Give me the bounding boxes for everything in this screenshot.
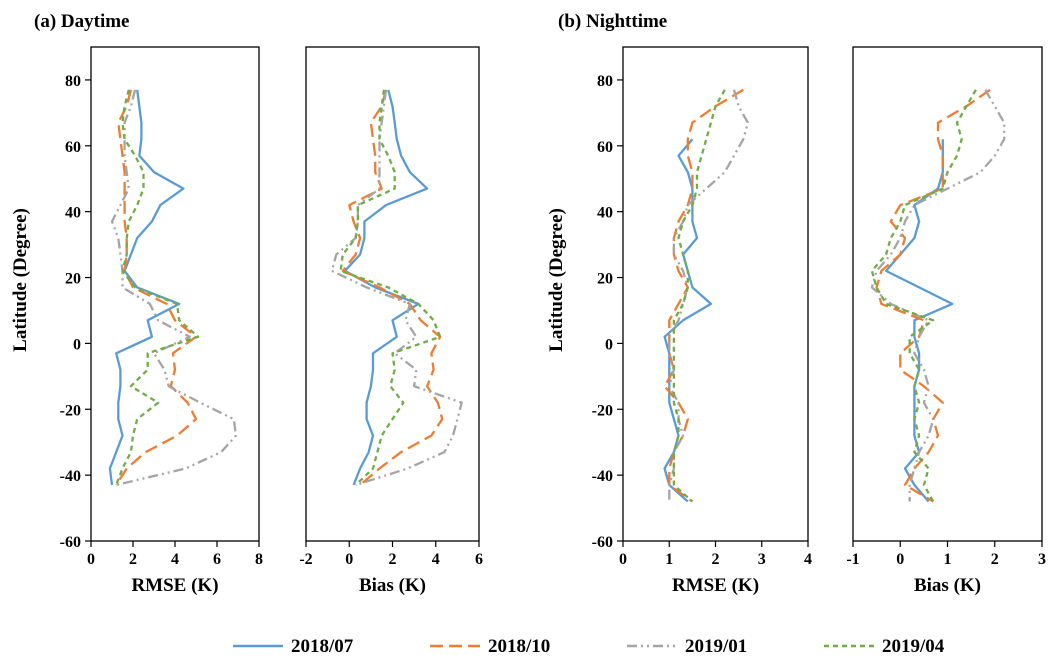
legend-label: 2018/10: [488, 636, 550, 657]
plot-frame: [90, 46, 260, 542]
series-line-2018-10: [341, 89, 444, 486]
y-tick-label: -40: [60, 468, 81, 485]
series-line-2019-01: [330, 89, 463, 487]
legend-item: 2018/07: [233, 636, 354, 657]
series-line-2018-07: [108, 89, 185, 486]
x-tick-label: -1: [846, 551, 859, 568]
legend-label: 2019/04: [882, 636, 945, 657]
y-tick-label: 80: [597, 73, 613, 90]
x-tick-label: 1: [944, 551, 952, 568]
y-tick-label: -60: [592, 534, 613, 551]
x-axis-title: RMSE (K): [672, 575, 759, 596]
x-tick-label: 2: [389, 551, 397, 568]
x-tick-label: 2: [712, 551, 720, 568]
x-tick-label: 6: [475, 551, 483, 568]
x-tick-label: 0: [87, 551, 95, 568]
y-axis-title-b: Latitude (Degree): [546, 208, 567, 352]
plot-frame: [852, 46, 1043, 542]
x-axis-title: RMSE (K): [131, 575, 218, 596]
series-line-2018-07: [343, 89, 429, 486]
x-axis-title: Bias (K): [359, 575, 426, 596]
subplot-2: -2 0 2 4 6 Bias (K): [299, 46, 483, 596]
panel-title-a: (a) Daytime: [34, 11, 130, 32]
subplot-1: 0 2 4 6 8 -60 -40 -20 0 20 40 60 80 RMSE (K): [60, 46, 263, 596]
series-line-2019-04: [339, 89, 442, 486]
x-tick-label: 0: [619, 551, 627, 568]
y-tick-label: 0: [605, 336, 613, 353]
subplot-4: -1 0 1 2 3 Bias (K): [846, 46, 1046, 596]
subplot-3: 0 1 2 3 4 -60 -40 -20 0 20 40 60 80 RMSE (K): [592, 46, 812, 596]
series-line-2018-07: [884, 139, 954, 503]
x-tick-label: 1: [665, 551, 673, 568]
y-tick-label: 60: [597, 139, 613, 156]
legend-item: 2019/01: [627, 636, 747, 657]
legend-item: 2019/04: [824, 636, 945, 657]
series-line-2018-10: [875, 88, 991, 503]
x-tick-label: 3: [758, 551, 766, 568]
y-tick-label: 60: [65, 139, 81, 156]
x-tick-label: 4: [432, 551, 440, 568]
y-tick-label: -20: [60, 402, 81, 419]
x-tick-label: 0: [345, 551, 353, 568]
x-tick-label: -2: [299, 551, 312, 568]
series-line-2019-01: [870, 89, 1006, 502]
x-tick-label: 2: [129, 551, 137, 568]
y-tick-label: -60: [60, 534, 81, 551]
legend-item: 2018/10: [430, 636, 550, 657]
x-tick-label: 0: [896, 551, 904, 568]
x-tick-label: 2: [991, 551, 999, 568]
x-tick-label: 4: [171, 551, 179, 568]
x-tick-label: 3: [1038, 551, 1046, 568]
x-tick-label: 8: [255, 551, 263, 568]
y-tick-label: 20: [597, 271, 613, 288]
y-tick-label: 40: [597, 205, 613, 222]
series-line-2019-04: [115, 89, 200, 486]
x-axis-title: Bias (K): [914, 575, 981, 596]
series-line-2018-10: [663, 88, 744, 503]
panel-title-b: (b) Nighttime: [558, 11, 667, 32]
y-tick-label: -20: [592, 402, 613, 419]
plot-frame: [622, 46, 809, 542]
x-tick-label: 4: [804, 551, 812, 568]
series-line-2019-04: [672, 89, 726, 503]
series-line-2019-04: [870, 89, 977, 503]
series-line-2018-07: [663, 138, 713, 503]
y-tick-label: 40: [65, 205, 81, 222]
legend: 2018/07 2018/10 2019/01 2019/04: [233, 636, 945, 657]
x-tick-label: 6: [213, 551, 221, 568]
series-line-2019-01: [110, 89, 238, 487]
y-axis-title-a: Latitude (Degree): [10, 208, 31, 352]
legend-label: 2019/01: [685, 636, 747, 657]
series-line-2018-10: [115, 89, 198, 486]
legend-label: 2018/07: [291, 636, 354, 657]
y-tick-label: 20: [65, 271, 81, 288]
y-tick-label: 80: [65, 73, 81, 90]
y-tick-label: -40: [592, 468, 613, 485]
y-tick-label: 0: [73, 336, 81, 353]
